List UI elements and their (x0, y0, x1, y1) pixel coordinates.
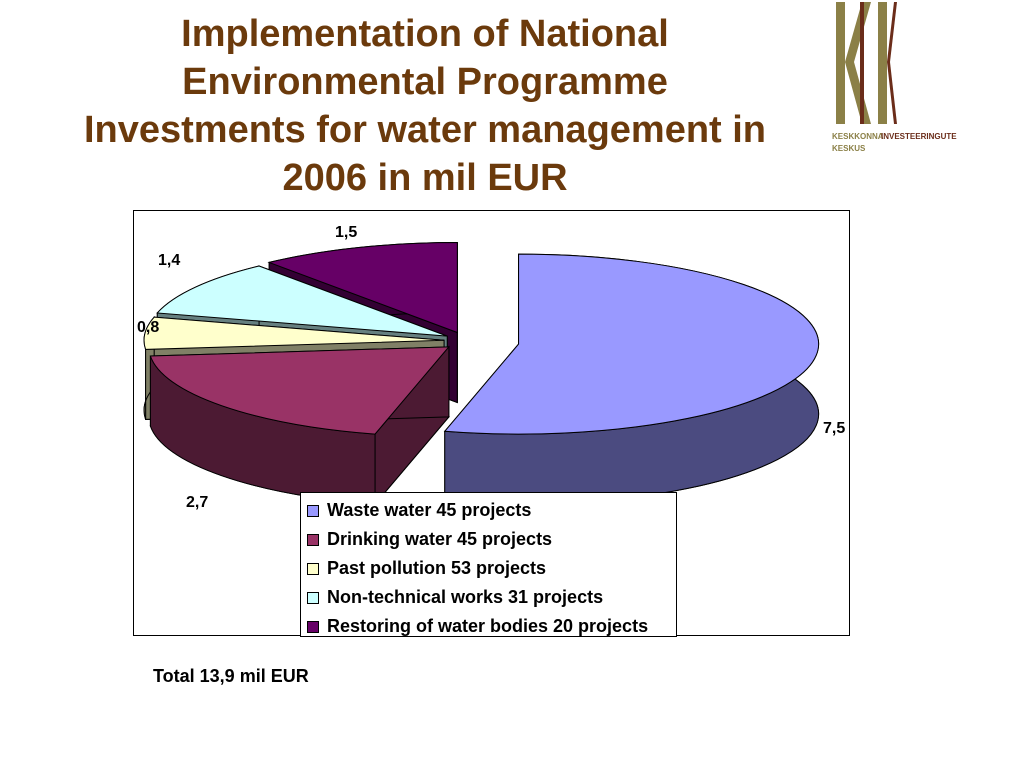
legend-label-past-pollution: Past pollution 53 projects (327, 558, 547, 578)
pie-slice-top-waste-water (443, 253, 820, 435)
title-line-1: Implementation of National (181, 13, 669, 55)
logo-line1-b: INVESTEERINGUTE (881, 132, 957, 141)
legend-swatch-non-technical-works (307, 591, 319, 604)
legend-item-past-pollution: Past pollution 53 projects (307, 554, 676, 583)
legend-label-non-technical-works: Non-technical works 31 projects (327, 587, 604, 607)
legend-label-drinking-water: Drinking water 45 projects (327, 529, 553, 549)
data-label-past-pollution: 0,8 (137, 319, 160, 336)
data-label-drinking-water: 2,7 (186, 494, 209, 511)
legend-label-restoring-water-bodies: Restoring of water bodies 20 projects (327, 616, 649, 636)
chart-title: Implementation of National Environmental… (40, 10, 810, 202)
logo-line2: KESKUS (832, 144, 866, 153)
data-label-restoring-water-bodies: 1,5 (335, 224, 358, 241)
legend-item-restoring-water-bodies: Restoring of water bodies 20 projects (307, 612, 676, 641)
pie-slice-waste-water (443, 253, 820, 505)
pie-slice-top-non-technical-works (156, 265, 448, 337)
pie-slice-top-past-pollution (143, 316, 445, 350)
kik-logo: KESKKONNA INVESTEERINGUTE KESKUS (832, 2, 957, 153)
title-line-4: 2006 in mil EUR (282, 157, 568, 199)
title-line-2: Environmental Programme (182, 61, 668, 103)
pie-slice-top-drinking-water (149, 346, 450, 435)
pie-chart (143, 242, 820, 506)
pie-slice-top-restoring-water-bodies (267, 242, 458, 334)
legend-item-drinking-water: Drinking water 45 projects (307, 525, 676, 554)
legend-swatch-past-pollution (307, 562, 319, 575)
title-line-3: Investments for water management in (83, 109, 767, 151)
legend-item-non-technical-works: Non-technical works 31 projects (307, 583, 676, 612)
legend-swatch-waste-water (307, 504, 319, 517)
chart-area (133, 210, 850, 636)
data-label-non-technical-works: 1,4 (158, 252, 181, 269)
data-label-waste-water: 7,5 (823, 420, 846, 437)
logo-line1-a: KESKKONNA (832, 132, 884, 141)
total-text: Total 13,9 mil EUR (153, 666, 309, 686)
legend: Waste water 45 projects Drinking water 45… (300, 492, 677, 637)
pie-slice-drinking-water (149, 345, 450, 506)
legend-swatch-drinking-water (307, 533, 319, 546)
legend-swatch-restoring-water-bodies (307, 620, 319, 633)
legend-item-waste-water: Waste water 45 projects (307, 496, 676, 525)
legend-label-waste-water: Waste water 45 projects (327, 500, 532, 520)
